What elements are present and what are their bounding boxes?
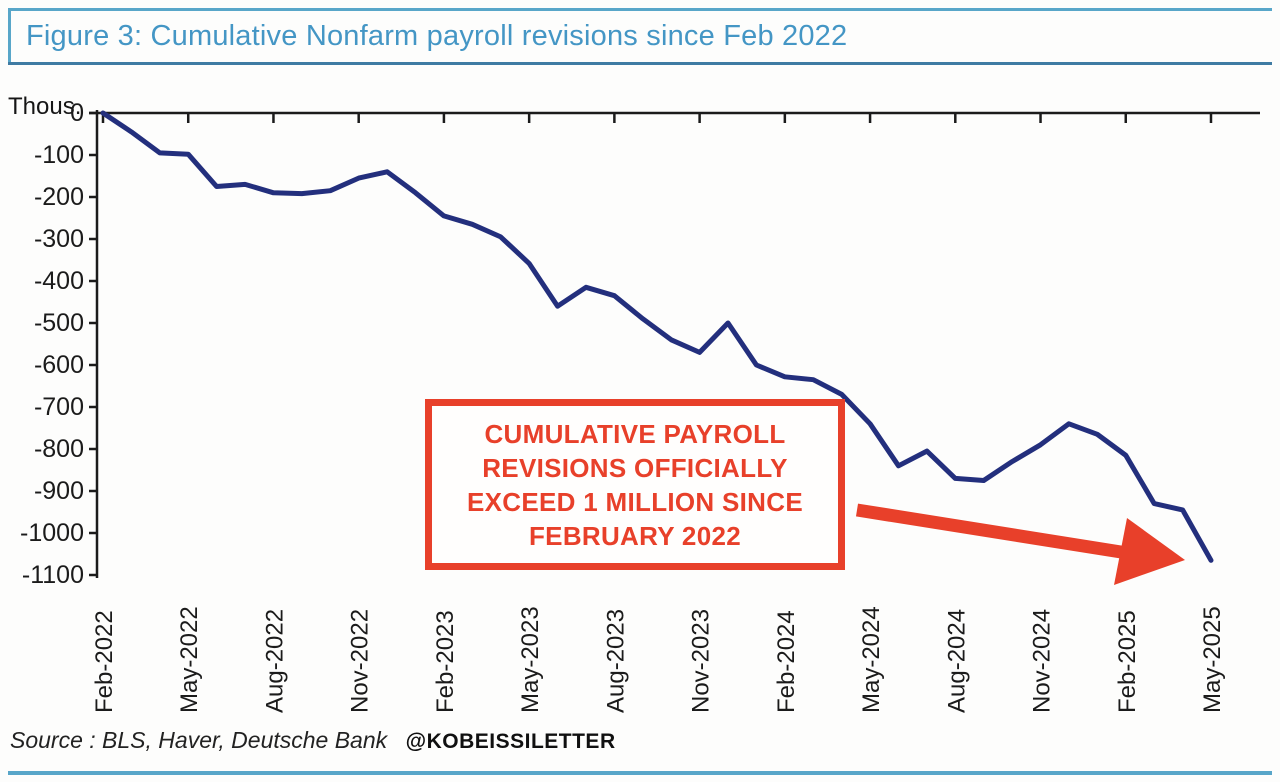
footer-row: Source : BLS, Haver, Deutsche Bank @KOBE… — [10, 727, 910, 754]
y-tick-label: -600 — [34, 351, 84, 379]
y-tick-label: -800 — [34, 435, 84, 463]
source-credit: Source : BLS, Haver, Deutsche Bank — [10, 727, 388, 753]
x-tick-label: Nov-2022 — [347, 609, 374, 713]
x-tick-label: May-2022 — [176, 606, 203, 713]
annotation-arrow-shaft — [855, 503, 1123, 559]
y-tick-label: -700 — [34, 393, 84, 421]
x-tick-label: May-2024 — [858, 606, 885, 713]
annotation-text-line: FEBRUARY 2022 — [529, 520, 741, 551]
annotation-text-line: CUMULATIVE PAYROLL — [484, 418, 786, 449]
annotation-callout-box: CUMULATIVE PAYROLL REVISIONS OFFICIALLY … — [425, 399, 845, 570]
y-tick-label: -100 — [34, 141, 84, 169]
x-tick-label: Feb-2022 — [91, 610, 118, 713]
y-tick-label: -1100 — [22, 561, 84, 589]
y-tick-label: -400 — [34, 267, 84, 295]
y-tick-label: 0 — [70, 99, 84, 127]
annotation-text-line: REVISIONS OFFICIALLY — [482, 452, 788, 483]
left-border-line — [8, 8, 11, 64]
bottom-border-line — [8, 771, 1272, 775]
annotation-arrow-head — [1114, 518, 1185, 585]
x-tick-label: May-2023 — [517, 606, 544, 713]
y-tick-label: -500 — [34, 309, 84, 337]
x-tick-label: Aug-2023 — [602, 609, 629, 713]
annotation-text-line: EXCEED 1 MILLION SINCE — [467, 486, 803, 517]
x-tick-label: Aug-2024 — [943, 609, 970, 713]
x-tick-label: Nov-2024 — [1029, 609, 1056, 713]
social-handle: @KOBEISSILETTER — [405, 730, 616, 753]
y-tick-label: -900 — [34, 477, 84, 505]
x-tick-label: May-2025 — [1199, 606, 1226, 713]
y-tick-label: -200 — [34, 183, 84, 211]
x-tick-label: Feb-2023 — [432, 610, 459, 713]
cumulative-revisions-line — [100, 110, 1214, 563]
x-tick-label: Nov-2023 — [688, 609, 715, 713]
x-tick-label: Aug-2022 — [261, 609, 288, 713]
title-underline — [8, 62, 1272, 65]
y-axis-unit-label: Thous. — [8, 93, 82, 120]
x-tick-label: Feb-2025 — [1114, 610, 1141, 713]
figure-title: Figure 3: Cumulative Nonfarm payroll rev… — [26, 20, 848, 52]
x-tick-label: Feb-2024 — [773, 610, 800, 713]
top-border-line — [8, 8, 1272, 11]
y-tick-label: -1000 — [20, 519, 84, 547]
y-tick-label: -300 — [34, 225, 84, 253]
